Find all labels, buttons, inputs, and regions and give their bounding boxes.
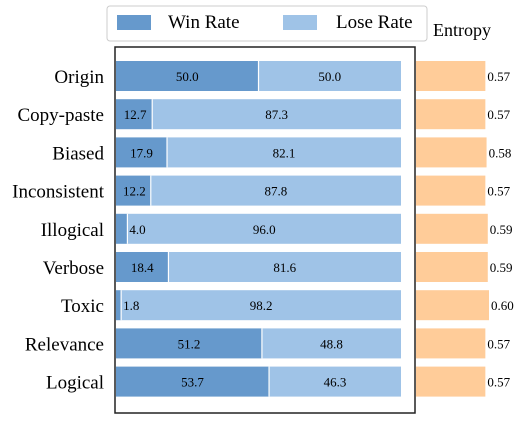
win-rate-bar: [116, 252, 169, 282]
entropy-value-label: 0.57: [487, 336, 510, 351]
win-rate-bar: [116, 213, 128, 244]
lose-rate-bar: [121, 290, 401, 321]
entropy-value-label: 0.57: [487, 375, 510, 390]
legend-frame: [106, 5, 428, 42]
category-label: Toxic: [61, 296, 104, 317]
win-rate-value-label: 50.0: [176, 69, 199, 84]
entropy-value-label: 0.59: [490, 222, 513, 237]
win-rate-bar: [116, 366, 270, 397]
win-rate-value-label: 12.7: [124, 107, 147, 122]
lose-rate-value-label: 46.3: [324, 375, 347, 390]
plot-frame: [114, 46, 416, 414]
lose-rate-bar: [127, 213, 402, 244]
category-label: Illogical: [41, 220, 104, 241]
entropy-value-label: 0.57: [487, 69, 510, 84]
entropy-panel-title: Entropy: [433, 20, 491, 40]
entropy-value-label: 0.58: [489, 145, 512, 160]
win-rate-value-label: 18.4: [131, 260, 154, 275]
entropy-bar: [416, 213, 488, 244]
entropy-bar: [416, 366, 486, 397]
win-rate-bar: [116, 61, 259, 91]
category-label: Logical: [46, 373, 104, 394]
entropy-bar: [416, 61, 486, 91]
category-label: Origin: [54, 67, 104, 88]
lose-rate-bar: [150, 175, 401, 206]
entropy-bar: [416, 290, 489, 321]
win-rate-bar: [116, 328, 262, 359]
win-rate-value-label: 12.2: [123, 184, 146, 199]
lose-rate-bar: [261, 328, 401, 359]
legend: Win Rate Lose Rate: [106, 5, 428, 42]
lose-rate-bar: [168, 252, 401, 282]
lose-rate-value-label: 96.0: [253, 222, 276, 237]
win-rate-value-label: 4.0: [129, 222, 145, 237]
entropy-value-label: 0.59: [490, 260, 513, 275]
win-rate-value-label: 17.9: [130, 145, 153, 160]
lose-rate-value-label: 82.1: [273, 145, 296, 160]
lose-rate-bar: [167, 137, 401, 168]
win-rate-bar: [116, 137, 168, 168]
entropy-bar: [416, 137, 487, 168]
win-rate-value-label: 53.7: [181, 375, 204, 390]
lose-rate-value-label: 98.2: [250, 298, 273, 313]
entropy-bar: [416, 328, 486, 359]
win-rate-value-label: 1.8: [123, 298, 139, 313]
win-rate-value-label: 51.2: [178, 336, 201, 351]
lose-rate-value-label: 87.8: [265, 184, 288, 199]
win-rate-bar: [116, 175, 151, 206]
entropy-bars: 0.57 0.57 0.58 0.57 0.59 0.59 0.60 0.57 0.57: [416, 61, 514, 397]
category-label: Verbose: [43, 258, 104, 279]
legend-label-lose: Lose Rate: [336, 12, 413, 33]
legend-swatch-win: [117, 15, 151, 30]
category-labels: Origin Copy-paste Biased Inconsistent Illogi…: [12, 67, 105, 394]
category-label: Inconsistent: [12, 182, 105, 203]
category-label: Biased: [52, 143, 104, 164]
entropy-bar: [416, 175, 486, 206]
legend-label-win: Win Rate: [168, 12, 240, 33]
lose-rate-value-label: 81.6: [273, 260, 296, 275]
entropy-bar: [416, 252, 488, 282]
stacked-bars: 50.0 50.0 12.7 87.3 17.9 82.1 12.2 87.8 4.0 96.0 1…: [116, 61, 402, 397]
win-rate-bar: [116, 99, 153, 130]
entropy-value-label: 0.60: [491, 298, 514, 313]
lose-rate-bar: [258, 61, 401, 91]
entropy-value-label: 0.57: [487, 184, 510, 199]
entropy-value-label: 0.57: [487, 107, 510, 122]
lose-rate-bar: [152, 99, 401, 130]
entropy-bar: [416, 99, 486, 130]
category-label: Relevance: [25, 334, 104, 355]
lose-rate-value-label: 87.3: [265, 107, 288, 122]
lose-rate-value-label: 50.0: [318, 69, 341, 84]
lose-rate-value-label: 48.8: [320, 336, 343, 351]
lose-rate-bar: [269, 366, 401, 397]
legend-swatch-lose: [283, 15, 317, 30]
category-label: Copy-paste: [17, 105, 104, 126]
win-rate-bar: [116, 290, 122, 321]
